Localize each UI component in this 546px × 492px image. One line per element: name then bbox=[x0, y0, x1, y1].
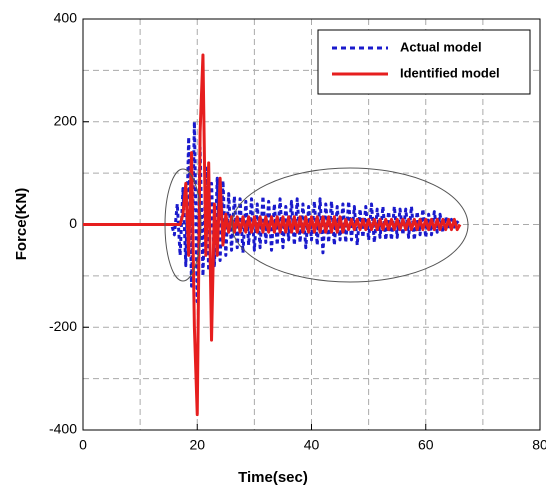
y-tick-label: 400 bbox=[54, 10, 78, 26]
legend-label: Actual model bbox=[400, 39, 482, 54]
x-tick-label: 40 bbox=[304, 437, 320, 453]
y-tick-label: 200 bbox=[54, 112, 78, 128]
x-tick-label: 20 bbox=[189, 437, 205, 453]
data-line bbox=[83, 120, 462, 304]
legend-label: Identified model bbox=[400, 65, 500, 80]
y-tick-label: 0 bbox=[69, 215, 77, 231]
data-line bbox=[83, 53, 462, 417]
x-tick-label: 60 bbox=[418, 437, 434, 453]
y-tick-label: -200 bbox=[49, 318, 77, 334]
legend-box bbox=[317, 29, 531, 95]
x-tick-label: 80 bbox=[532, 437, 546, 453]
annotation-ellipse bbox=[164, 168, 202, 282]
annotation-ellipse bbox=[231, 167, 469, 283]
x-tick-label: 0 bbox=[79, 437, 87, 453]
y-tick-label: -400 bbox=[49, 421, 77, 437]
x-axis-title: Time(sec) bbox=[238, 469, 308, 486]
y-axis-title: Force(KN) bbox=[13, 188, 30, 261]
